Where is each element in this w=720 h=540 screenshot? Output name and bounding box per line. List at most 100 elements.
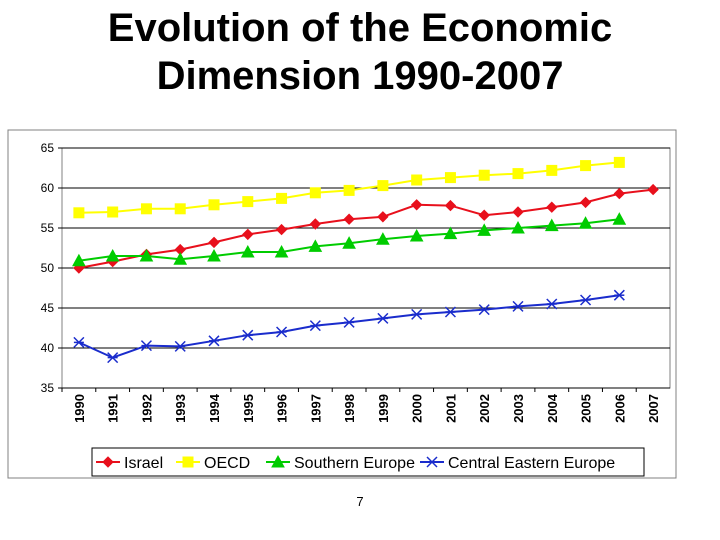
data-point-marker (546, 164, 558, 176)
marker-stroke (478, 304, 490, 316)
data-point-marker (140, 340, 152, 352)
data-point-marker (377, 211, 389, 223)
data-point-marker (342, 236, 356, 249)
slide-title-line-2: Dimension 1990-2007 (156, 54, 564, 98)
series-1 (73, 156, 625, 219)
marker-stroke (343, 316, 355, 328)
data-point-marker (477, 223, 492, 236)
y-tick-label: 55 (41, 221, 55, 235)
data-point-marker (512, 206, 524, 218)
data-point-marker (444, 172, 456, 184)
marker-stroke (107, 352, 119, 364)
data-point-marker (107, 206, 119, 218)
data-point-marker (478, 304, 490, 316)
data-point-marker (242, 228, 254, 241)
data-point-marker (376, 232, 390, 245)
data-point-marker (343, 316, 355, 328)
data-point-marker (411, 308, 423, 320)
data-point-marker (579, 196, 592, 209)
data-point-marker (207, 248, 221, 262)
data-point-marker (105, 248, 120, 262)
x-tick-label: 1995 (241, 394, 256, 423)
marker-stroke (208, 335, 220, 347)
data-point-marker (343, 213, 355, 225)
legend: Israel OECD Southern Europe Central Eastern… (96, 454, 615, 472)
legend-label: Central Eastern Europe (448, 455, 615, 472)
y-axis-tick-labels: 35 40 45 50 55 60 65 (41, 141, 62, 395)
data-point-marker (73, 336, 85, 348)
data-point-marker (309, 187, 321, 199)
data-point-marker (240, 244, 255, 258)
marker-stroke (276, 326, 288, 338)
y-tick-label: 35 (41, 381, 55, 395)
data-point-marker (444, 199, 457, 212)
data-point-marker (275, 223, 288, 236)
y-tick-label: 40 (41, 341, 55, 355)
data-point-marker (411, 174, 423, 186)
x-axis-tick-labels: 1990 1991 1992 1993 1994 1995 1996 1997 1998 1999… (61, 388, 661, 423)
data-point-marker (546, 201, 558, 213)
legend-label: Israel (124, 455, 163, 472)
x-tick-label: 1992 (139, 394, 154, 423)
data-point-marker (139, 248, 154, 262)
data-point-marker (343, 184, 355, 196)
x-tick-label: 1996 (275, 394, 290, 423)
marker-stroke (73, 336, 85, 348)
x-tick-label: 1998 (342, 394, 357, 423)
x-tick-label: 2006 (612, 394, 627, 423)
series-group (72, 156, 659, 364)
data-point-marker (409, 228, 424, 242)
data-point-marker (208, 199, 220, 211)
data-point-marker (182, 456, 194, 468)
data-point-marker (443, 226, 458, 240)
y-tick-label: 60 (41, 181, 55, 195)
data-point-marker (426, 456, 438, 468)
marker-stroke (309, 320, 321, 332)
data-point-marker (511, 220, 525, 234)
data-point-marker (580, 160, 592, 172)
marker-stroke (426, 456, 438, 468)
series-line (78, 188, 654, 269)
data-point-marker (242, 329, 254, 341)
data-point-marker (309, 320, 321, 332)
data-point-marker (612, 212, 627, 225)
data-point-marker (512, 300, 524, 312)
x-tick-label: 2005 (579, 394, 594, 423)
series-2 (72, 212, 627, 267)
data-point-marker (276, 192, 288, 204)
data-point-marker (478, 169, 490, 181)
legend-item: OECD (176, 455, 250, 472)
data-point-marker (242, 196, 254, 208)
data-point-marker (174, 203, 186, 215)
data-point-marker (647, 183, 659, 196)
marker-stroke (174, 340, 186, 352)
data-point-marker (478, 209, 490, 221)
data-point-marker (140, 203, 152, 215)
data-point-marker (377, 312, 389, 324)
x-tick-label: 2007 (646, 394, 661, 423)
marker-stroke (444, 306, 456, 318)
legend-item: Central Eastern Europe (420, 455, 615, 472)
data-point-marker (580, 294, 592, 306)
x-tick-label: 1994 (207, 393, 222, 423)
x-tick-label: 1999 (376, 394, 391, 423)
data-point-marker (377, 180, 389, 192)
data-point-marker (276, 326, 288, 338)
data-point-marker (107, 352, 119, 364)
marker-stroke (411, 308, 423, 320)
data-point-marker (444, 306, 456, 318)
data-point-marker (174, 340, 186, 352)
y-tick-label: 65 (41, 141, 55, 155)
marker-stroke (546, 298, 558, 310)
y-tick-label: 50 (41, 261, 55, 275)
legend-label: Southern Europe (294, 455, 415, 472)
marker-stroke (242, 329, 254, 341)
x-tick-label: 2004 (545, 393, 560, 423)
series-0 (73, 183, 659, 274)
marker-stroke (377, 312, 389, 324)
x-tick-label: 2001 (443, 394, 458, 423)
slide-title-line-1: Evolution of the Economic (107, 6, 613, 50)
marker-stroke (613, 289, 625, 301)
data-point-marker (102, 456, 114, 468)
